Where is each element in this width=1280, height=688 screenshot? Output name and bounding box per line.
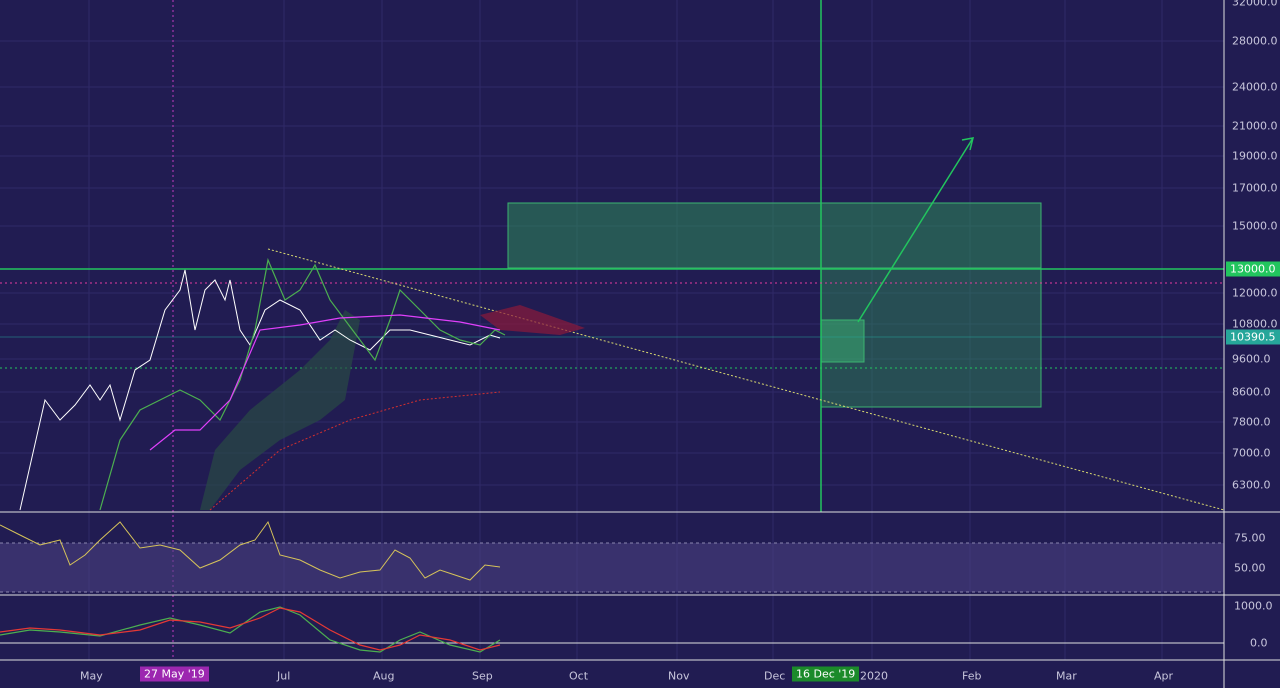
price-label: 24000.0	[1232, 80, 1278, 94]
rsi-line	[0, 520, 501, 581]
price-label: 15000.0	[1232, 219, 1278, 233]
price-label: 9600.0	[1232, 352, 1271, 366]
baseline	[149, 314, 501, 451]
macd-label: 1000.0	[1234, 599, 1273, 613]
price-label: 19000.0	[1232, 149, 1278, 163]
trend-line	[267, 248, 1225, 511]
time-label: Mar	[1056, 669, 1077, 683]
time-label: Nov	[668, 669, 690, 683]
price-label: 10800.0	[1232, 317, 1278, 331]
time-label: Jul	[277, 669, 291, 683]
time-label: 2020	[860, 669, 888, 683]
time-label: Oct	[569, 669, 589, 683]
macd-label: 0.0	[1250, 636, 1268, 650]
price-label: 7000.0	[1232, 446, 1271, 460]
rsi-band	[0, 543, 1224, 592]
time-label: Sep	[472, 669, 493, 683]
price-label: 7800.0	[1232, 415, 1271, 429]
arrow-head	[961, 137, 975, 151]
target-zone	[507, 202, 1042, 269]
price-label: 8600.0	[1232, 385, 1271, 399]
price-label: 6300.0	[1232, 478, 1271, 492]
entry-zone	[820, 319, 865, 363]
ma-200	[209, 391, 501, 511]
signal-line	[0, 607, 501, 651]
price-label: 12000.0	[1232, 286, 1278, 300]
last-price-badge: 10390.5	[1226, 329, 1280, 345]
cloud-future	[480, 305, 585, 335]
macd-line	[0, 606, 501, 653]
cloud	[200, 310, 360, 510]
price-label: 21000.0	[1232, 119, 1278, 133]
time-label: Aug	[373, 669, 395, 683]
price-label: 17000.0	[1232, 181, 1278, 195]
price-label: 28000.0	[1232, 34, 1278, 48]
time-label: May	[80, 669, 103, 683]
time-label: Dec	[764, 669, 786, 683]
price-label: 32000.0	[1232, 0, 1278, 9]
level-badge: 13000.0	[1226, 261, 1280, 277]
time-label: Feb	[962, 669, 982, 683]
comparison-line	[19, 269, 501, 511]
price-line	[99, 257, 506, 511]
time-label: Apr	[1154, 669, 1174, 683]
marker-date-badge: 16 Dec '19	[792, 666, 860, 682]
crosshair-date-badge: 27 May '19	[140, 666, 209, 682]
rsi-label: 75.00	[1234, 531, 1266, 545]
rsi-label: 50.00	[1234, 561, 1266, 575]
projection-arrow	[857, 137, 974, 323]
